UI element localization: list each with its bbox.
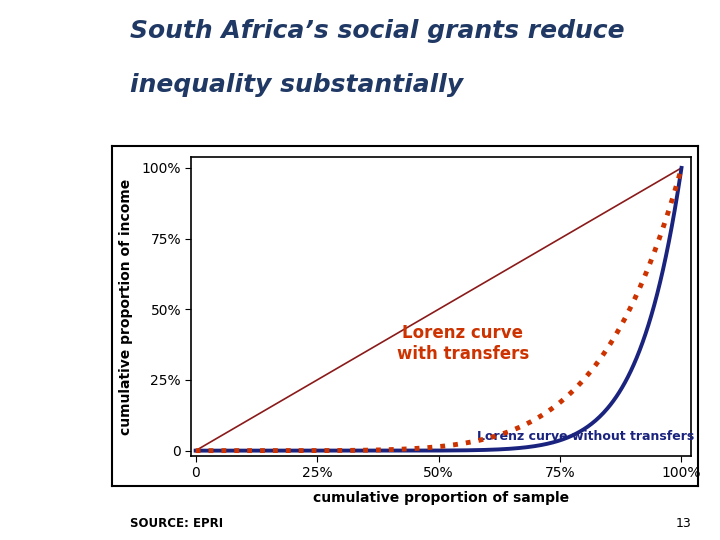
Text: 13: 13 (675, 517, 691, 530)
Text: Lorenz curve without transfers: Lorenz curve without transfers (477, 430, 695, 443)
Text: SOURCE: EPRI: SOURCE: EPRI (130, 517, 222, 530)
Text: Lorenz curve
with transfers: Lorenz curve with transfers (397, 324, 529, 362)
Text: inequality substantially: inequality substantially (130, 73, 463, 97)
X-axis label: cumulative proportion of sample: cumulative proportion of sample (313, 491, 569, 505)
Y-axis label: cumulative proportion of income: cumulative proportion of income (120, 178, 133, 435)
Text: South Africa’s social grants reduce: South Africa’s social grants reduce (130, 19, 624, 43)
